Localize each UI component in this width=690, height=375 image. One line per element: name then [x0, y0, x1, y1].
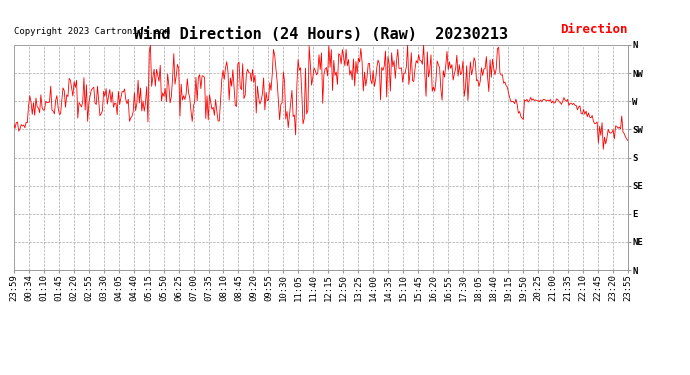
Text: Direction: Direction — [560, 23, 628, 36]
Text: Copyright 2023 Cartronics.com: Copyright 2023 Cartronics.com — [14, 27, 170, 36]
Title: Wind Direction (24 Hours) (Raw)  20230213: Wind Direction (24 Hours) (Raw) 20230213 — [134, 27, 508, 42]
